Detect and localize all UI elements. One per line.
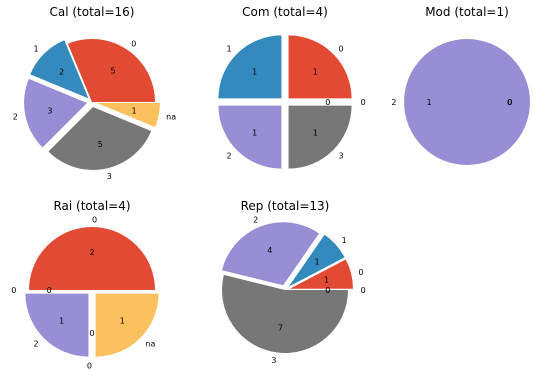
slice-category-label: na	[145, 339, 155, 348]
slice-category-label: 0	[361, 98, 366, 107]
slice-value-label: 2	[59, 68, 64, 77]
slice-category-label: 0	[87, 362, 92, 371]
pie-slice-2	[24, 78, 88, 148]
slice-value-label: 1	[313, 128, 318, 137]
pie-slice-na	[96, 102, 160, 128]
slice-category-label: na	[166, 113, 176, 122]
slice-value-label: 5	[110, 67, 115, 76]
slice-value-label: 1	[131, 106, 136, 115]
slice-category-label: 2	[33, 339, 38, 348]
slice-value-label: 3	[47, 106, 52, 115]
pie-slice-3	[48, 106, 152, 170]
slice-value-label: 1	[324, 276, 329, 285]
pie-slice-1	[30, 40, 89, 99]
slice-category-label: 1	[33, 45, 38, 54]
pie-slice-2	[25, 293, 89, 357]
pie-slice-1	[288, 234, 345, 287]
slice-value-label: 0	[325, 286, 330, 295]
pie-slice-0	[288, 35, 352, 99]
slice-value-label: 0	[325, 98, 330, 107]
slice-category-label: 2	[391, 98, 396, 107]
slice-category-label: 0	[92, 215, 97, 224]
slice-category-label: 0	[358, 268, 363, 277]
slice-category-label: 0	[11, 286, 16, 295]
slice-category-label: 0	[361, 286, 366, 295]
pie-slice-2	[222, 222, 320, 286]
chart-title: Com (total=4)	[242, 5, 328, 19]
slice-category-label: 1	[226, 45, 231, 54]
pie-panel-cal: Cal (total=16) 0 5 1 2 2 3 3 5 na 1	[13, 5, 176, 181]
pie-slice-1	[218, 35, 282, 99]
slice-value-label: 1	[427, 98, 432, 107]
pie-slice-2	[218, 105, 282, 169]
slice-category-label: 2	[253, 215, 258, 224]
pie-panel-rai: Rai (total=4) 0 2 0 0 2 1 0 0 na 1	[11, 199, 159, 371]
chart-title: Cal (total=16)	[49, 5, 134, 19]
pie-slice-na	[95, 293, 159, 357]
slice-value-label: 0	[47, 286, 52, 295]
chart-title: Rep (total=13)	[241, 199, 330, 213]
slice-value-label: 4	[267, 246, 272, 255]
slice-category-label: 3	[271, 356, 276, 365]
pie-slice-2	[404, 39, 530, 165]
pie-slice-0	[67, 39, 155, 102]
slice-category-label: 0	[338, 45, 343, 54]
slice-value-label: 7	[278, 324, 283, 333]
slice-category-label: 2	[226, 151, 231, 160]
pie-slice-0	[29, 227, 155, 290]
pie-panel-mod: Mod (total=1) 2100000000	[391, 5, 530, 165]
chart-title: Mod (total=1)	[425, 5, 509, 19]
slice-value-label: 0	[507, 98, 512, 107]
slice-value-label: 0	[507, 98, 512, 107]
slice-value-label: 1	[252, 68, 257, 77]
slice-value-label: 2	[89, 248, 94, 257]
slice-category-label: 3	[338, 151, 343, 160]
slice-value-label: 0	[507, 98, 512, 107]
pie-panel-com: Com (total=4) 0 1 1 1 2 1 3 1 0 0	[218, 5, 366, 169]
pie-slice-0	[289, 259, 353, 289]
slice-value-label: 1	[313, 68, 318, 77]
slice-category-label: 2	[13, 113, 18, 122]
chart-title: Rai (total=4)	[53, 199, 130, 213]
slice-value-label: 0	[89, 329, 94, 338]
slice-category-label: 1	[342, 236, 347, 245]
slice-value-label: 5	[98, 140, 103, 149]
slice-value-label: 1	[315, 258, 320, 267]
slice-category-label: 0	[131, 39, 136, 48]
pie-slice-3	[222, 274, 348, 353]
slice-value-label: 0	[507, 98, 512, 107]
slice-category-label: 3	[107, 172, 112, 181]
slice-value-label: 1	[59, 316, 64, 325]
slice-value-label: 1	[252, 128, 257, 137]
pie-slice-3	[288, 105, 352, 169]
slice-value-label: 1	[120, 316, 125, 325]
